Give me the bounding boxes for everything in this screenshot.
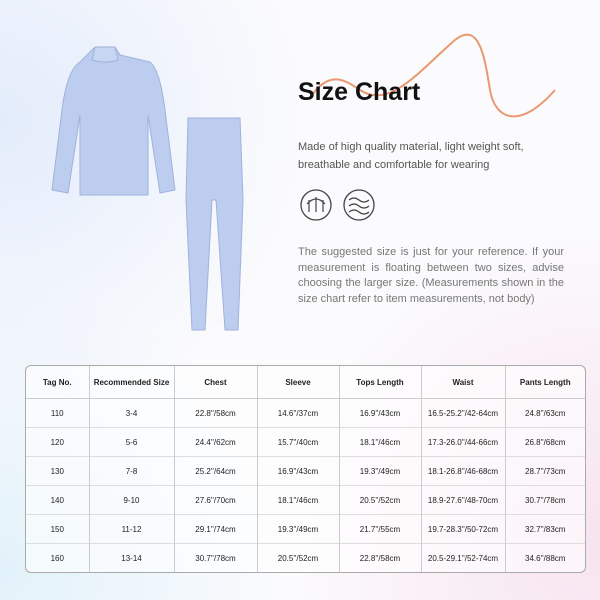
table-cell: 18.1''/46cm bbox=[338, 427, 421, 457]
column-header: Pants Length bbox=[504, 366, 585, 399]
table-cell: 34.6''/88cm bbox=[504, 543, 585, 572]
column-header: Tag No. bbox=[26, 366, 89, 399]
column-header: Recommended Size bbox=[88, 366, 174, 399]
table-row: 110 3-4 22.8''/58cm 14.6''/37cm 16.9''/43cm 1… bbox=[26, 398, 585, 428]
table-cell: 11-12 bbox=[88, 514, 174, 544]
table-cell: 3-4 bbox=[88, 398, 174, 428]
table-cell: 120 bbox=[26, 427, 89, 457]
size-table-frame: Tag No. Recommended Size Chest Sleeve Tops L… bbox=[25, 365, 586, 573]
table-cell: 18.9-27.6''/48-70cm bbox=[420, 485, 505, 515]
table-cell: 22.8''/58cm bbox=[338, 543, 421, 572]
table-row: 160 13-14 30.7''/78cm 20.5''/52cm 22.8''/58c… bbox=[26, 543, 585, 572]
table-cell: 15.7''/40cm bbox=[256, 427, 339, 457]
table-cell: 26.8''/68cm bbox=[504, 427, 585, 457]
table-cell: 28.7''/73cm bbox=[504, 456, 585, 486]
table-row: 130 7-8 25.2''/64cm 16.9''/43cm 19.3''/49cm 1… bbox=[26, 456, 585, 486]
decor-curve bbox=[311, 33, 556, 118]
table-cell: 17.3-26.0''/44-66cm bbox=[420, 427, 505, 457]
collar bbox=[91, 46, 119, 63]
table-cell: 5-6 bbox=[88, 427, 174, 457]
table-cell: 140 bbox=[26, 485, 89, 515]
title: Size Chart bbox=[298, 78, 421, 106]
top-garment bbox=[51, 46, 176, 196]
column-header: Sleeve bbox=[256, 366, 339, 399]
table-cell: 20.5''/52cm bbox=[256, 543, 339, 572]
header-row: Tag No. Recommended Size Chest Sleeve Tops L… bbox=[26, 366, 585, 399]
table-cell: 24.4''/62cm bbox=[173, 427, 257, 457]
table-cell: 160 bbox=[26, 543, 89, 572]
table-cell: 16.9''/43cm bbox=[338, 398, 421, 428]
size-note: The suggested size is just for your refe… bbox=[298, 246, 564, 305]
table-cell: 30.7''/78cm bbox=[173, 543, 257, 572]
table-cell: 30.7''/78cm bbox=[504, 485, 585, 515]
table-cell: 19.3''/49cm bbox=[338, 456, 421, 486]
leggings bbox=[185, 117, 244, 331]
table-cell: 24.8''/63cm bbox=[504, 398, 585, 428]
table-cell: 18.1''/46cm bbox=[256, 485, 339, 515]
column-header: Chest bbox=[173, 366, 257, 399]
column-header: Tops Length bbox=[338, 366, 421, 399]
table-cell: 32.7''/83cm bbox=[504, 514, 585, 544]
table-row: 140 9-10 27.6''/70cm 18.1''/46cm 20.5''/52cm… bbox=[26, 485, 585, 515]
table-cell: 19.3''/49cm bbox=[256, 514, 339, 544]
table-cell: 25.2''/64cm bbox=[173, 456, 257, 486]
table-body: 110 3-4 22.8''/58cm 14.6''/37cm 16.9''/43cm 1… bbox=[26, 398, 585, 572]
column-header: Waist bbox=[420, 366, 505, 399]
table-cell: 7-8 bbox=[88, 456, 174, 486]
description: Made of high quality material, light wei… bbox=[298, 141, 524, 171]
table-cell: 27.6''/70cm bbox=[173, 485, 257, 515]
table-cell: 18.1-26.8''/46-68cm bbox=[420, 456, 505, 486]
table-cell: 16.5-25.2''/42-64cm bbox=[420, 398, 505, 428]
table-cell: 19.7-28.3''/50-72cm bbox=[420, 514, 505, 544]
icon-soft bbox=[343, 189, 375, 221]
table-cell: 22.8''/58cm bbox=[173, 398, 257, 428]
size-table: Tag No. Recommended Size Chest Sleeve Tops L… bbox=[26, 366, 585, 572]
table-cell: 9-10 bbox=[88, 485, 174, 515]
table-cell: 16.9''/43cm bbox=[256, 456, 339, 486]
table-cell: 20.5-29.1''/52-74cm bbox=[420, 543, 505, 572]
table-cell: 20.5''/52cm bbox=[338, 485, 421, 515]
icon-breathable bbox=[300, 189, 332, 221]
table-cell: 21.7''/55cm bbox=[338, 514, 421, 544]
icon-soft-glyph bbox=[348, 197, 370, 215]
table-cell: 29.1''/74cm bbox=[173, 514, 257, 544]
table-cell: 110 bbox=[26, 398, 89, 428]
table-cell: 130 bbox=[26, 456, 89, 486]
illustration bbox=[51, 33, 556, 331]
table-cell: 14.6''/37cm bbox=[256, 398, 339, 428]
icon-breathable-glyph bbox=[306, 197, 326, 212]
table-cell: 150 bbox=[26, 514, 89, 544]
table-row: 120 5-6 24.4''/62cm 15.7''/40cm 18.1''/46cm 1… bbox=[26, 427, 585, 457]
table-row: 150 11-12 29.1''/74cm 19.3''/49cm 21.7''/55c… bbox=[26, 514, 585, 544]
table-cell: 13-14 bbox=[88, 543, 174, 572]
